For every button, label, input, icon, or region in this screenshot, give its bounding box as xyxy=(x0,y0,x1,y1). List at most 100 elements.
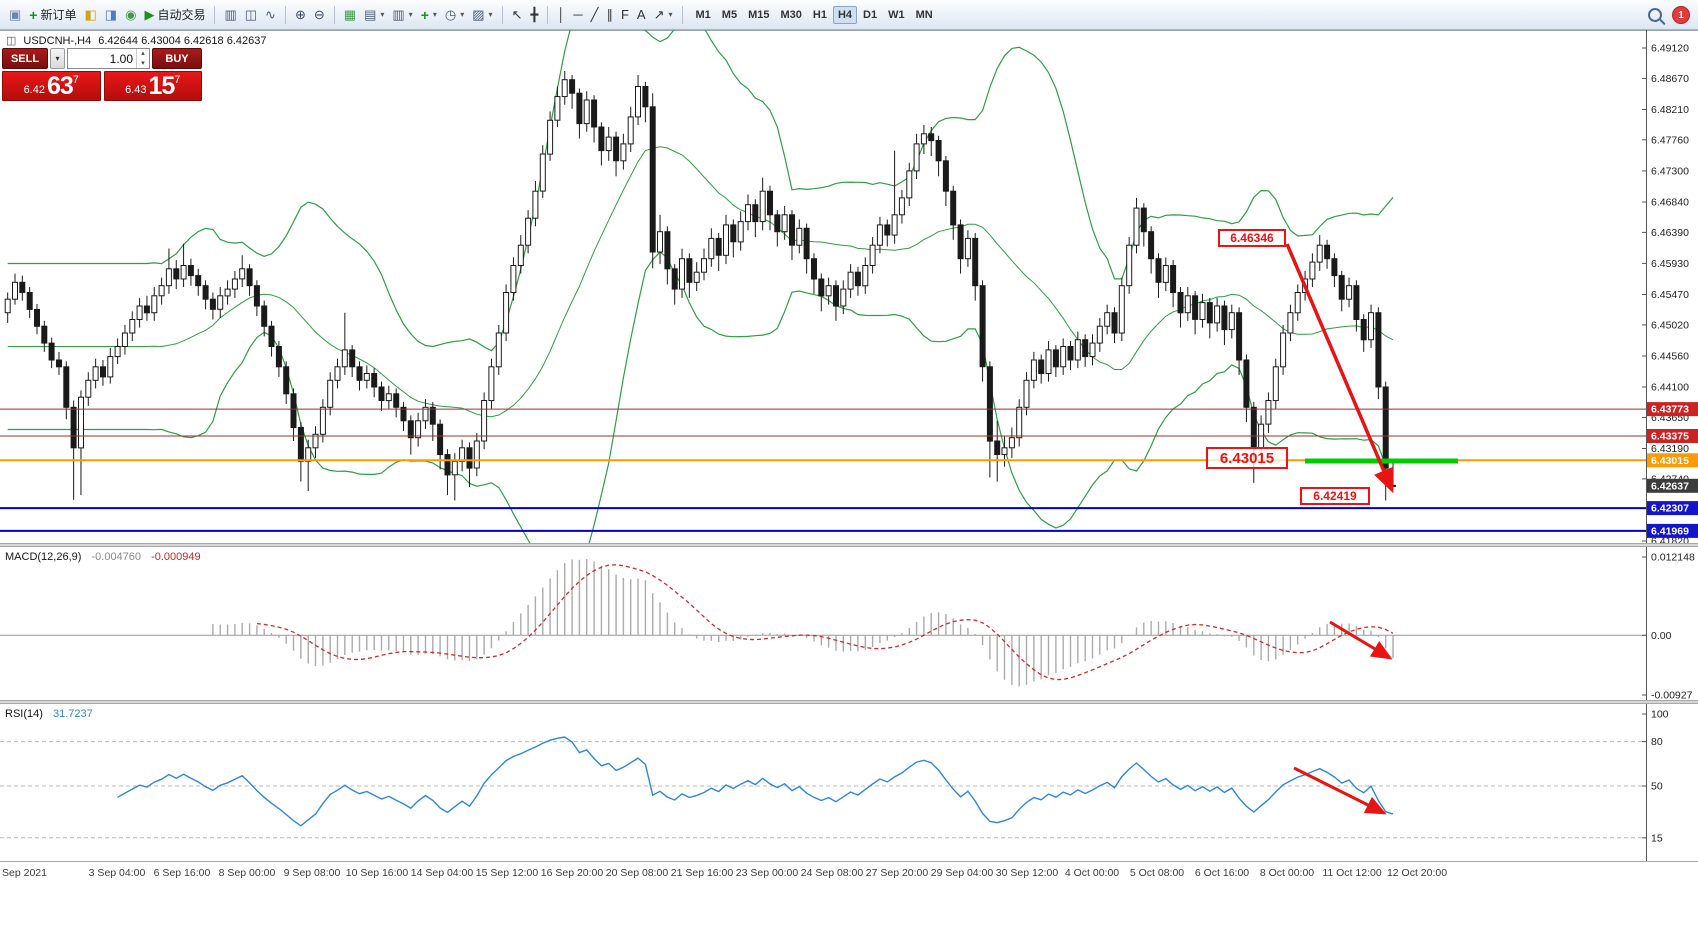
time-axis-label: 4 Oct 00:00 xyxy=(1064,867,1120,879)
price-annotation-peak[interactable]: 6.46346 xyxy=(1218,229,1286,247)
macd-main-value: -0.004760 xyxy=(91,551,142,563)
timeframe-button-MN[interactable]: MN xyxy=(915,8,933,21)
svg-text:6.43773: 6.43773 xyxy=(1651,404,1689,416)
data-window-button[interactable]: ◨ xyxy=(102,6,120,24)
chart-title: ◫ USDCNH-,H4 6.42644 6.43004 6.42618 6.4… xyxy=(6,34,267,48)
buy-price-display[interactable]: 6.43 15 7 xyxy=(103,71,202,101)
vertical-line-button[interactable]: │ xyxy=(554,6,568,24)
line-chart-button[interactable]: ∿ xyxy=(262,6,279,24)
template-icon: ▨ xyxy=(472,6,485,22)
volume-input[interactable]: 1.00 ▴ ▾ xyxy=(67,48,150,69)
horizontal-line-icon: ─ xyxy=(573,6,583,22)
notification-badge[interactable]: 1 xyxy=(1672,6,1690,24)
bollinger-bands xyxy=(7,30,1394,547)
autotrading-play-icon: ▶ xyxy=(144,6,155,22)
time-axis-label: 15 Sep 12:00 xyxy=(475,867,539,879)
time-axis-label: 6 Oct 16:00 xyxy=(1194,867,1250,879)
market-watch-button[interactable]: ◧ xyxy=(82,6,100,24)
indicators-button[interactable]: + ▾ xyxy=(418,6,440,24)
fibonacci-button[interactable]: F xyxy=(618,6,632,24)
one-click-menu-button[interactable]: ▾ xyxy=(50,48,65,69)
templates-button[interactable]: ▨ ▾ xyxy=(469,6,495,24)
chart-profile-icon: ▥ xyxy=(392,6,405,22)
chart-list-button[interactable]: ▤ ▾ xyxy=(361,6,387,24)
macd-panel-canvas[interactable]: 0.012148 0.00 -0.00927 xyxy=(0,547,1698,704)
rsi-panel-canvas[interactable]: 100 80 50 15 xyxy=(0,704,1698,862)
timeframe-button-H4[interactable]: H4 xyxy=(832,5,858,24)
autotrading-button[interactable]: ▶ 自动交易 xyxy=(141,4,208,25)
time-axis: Sep 2021 3 Sep 04:00 6 Sep 16:00 8 Sep 00:0… xyxy=(0,862,1698,892)
horizontal-line-button[interactable]: ─ xyxy=(570,6,585,24)
trendline-button[interactable]: ╱ xyxy=(588,6,602,24)
arrows-button-dropdown[interactable]: ▾ xyxy=(668,10,673,19)
buy-price-fraction: 7 xyxy=(174,74,181,86)
timeframe-button-M15[interactable]: M15 xyxy=(748,8,770,21)
navigator-button[interactable]: ◉ xyxy=(122,6,139,24)
rsi-indicator-label: RSI(14) 31.7237 xyxy=(5,708,93,720)
chart-list-button-dropdown[interactable]: ▾ xyxy=(380,10,385,19)
volume-decrease-button[interactable]: ▾ xyxy=(141,59,145,67)
arrows-button[interactable]: ↗ ▾ xyxy=(651,6,676,24)
candlestick-chart-icon: ◫ xyxy=(6,35,17,47)
time-axis-label: 8 Oct 00:00 xyxy=(1259,867,1315,879)
cursor-icon: ↖ xyxy=(511,6,523,22)
volume-value[interactable]: 1.00 xyxy=(109,51,133,66)
price-annotation-low[interactable]: 6.42419 xyxy=(1300,487,1370,505)
indicators-button-dropdown[interactable]: ▾ xyxy=(432,10,437,19)
svg-text:15: 15 xyxy=(1651,832,1663,844)
timeframe-button-W1[interactable]: W1 xyxy=(888,8,905,21)
chart-profile-button[interactable]: ▥ ▾ xyxy=(389,6,415,24)
text-button[interactable]: A xyxy=(634,6,649,24)
timeframe-button-M5[interactable]: M5 xyxy=(721,8,738,21)
toolbar-right: 1 xyxy=(1648,0,1690,30)
zoom-out-button[interactable]: ⊖ xyxy=(311,6,328,24)
main-chart-canvas[interactable]: 6.49120 6.48670 6.48210 6.47760 6.47300 6.468… xyxy=(0,30,1698,547)
volume-stepper[interactable]: ▴ ▾ xyxy=(136,49,149,68)
price-annotation-support[interactable]: 6.43015 xyxy=(1206,447,1288,469)
svg-text:0.00: 0.00 xyxy=(1651,630,1672,642)
sell-price-pips: 63 xyxy=(46,72,74,100)
chart-profile-button-dropdown[interactable]: ▾ xyxy=(408,10,413,19)
candlestick-chart-icon: ◫ xyxy=(244,6,258,22)
navigator-icon: ◉ xyxy=(125,6,137,22)
macd-histogram xyxy=(212,559,1394,687)
time-axis-label: Sep 2021 xyxy=(2,867,47,879)
time-axis-label: 14 Sep 04:00 xyxy=(410,867,474,879)
time-axis-label: 27 Sep 20:00 xyxy=(865,867,929,879)
svg-text:6.43375: 6.43375 xyxy=(1651,430,1689,442)
cursor-button[interactable]: ↖ xyxy=(509,6,526,24)
sell-price-display[interactable]: 6.42 63 7 xyxy=(2,71,101,101)
toolbar-separator xyxy=(547,5,549,24)
new-order-button[interactable]: + 新订单 xyxy=(26,4,79,25)
svg-text:6.43015: 6.43015 xyxy=(1651,455,1689,467)
timeframe-button-H1[interactable]: H1 xyxy=(812,8,827,21)
sell-button[interactable]: SELL xyxy=(2,48,48,69)
price-axis[interactable]: 6.49120 6.48670 6.48210 6.47760 6.47300 6.468… xyxy=(1642,30,1698,547)
search-icon[interactable] xyxy=(1648,8,1662,22)
svg-text:6.45020: 6.45020 xyxy=(1651,319,1689,331)
candlestick-chart-button[interactable]: ◫ xyxy=(242,6,260,24)
zoom-in-button[interactable]: ⊕ xyxy=(292,6,309,24)
channel-button[interactable]: ∥ xyxy=(603,6,616,24)
periods-button-dropdown[interactable]: ▾ xyxy=(460,10,465,19)
svg-text:0.012148: 0.012148 xyxy=(1651,552,1695,564)
buy-button[interactable]: BUY xyxy=(152,48,202,69)
periods-button[interactable]: ◷ ▾ xyxy=(442,6,467,24)
one-click-trading-panel: SELL ▾ 1.00 ▴ ▾ BUY 6.42 63 7 6.43 15 7 xyxy=(2,48,202,101)
volume-increase-button[interactable]: ▴ xyxy=(141,50,145,57)
charts-window-button[interactable]: ▣ xyxy=(6,6,24,24)
main-toolbar: ▣ + 新订单 ◧ ◨ ◉ ▶ 自动交易 ▥ ◫ ∿ ⊕ ⊖ ▦ ▤ ▾ ▥ ▾ + ▾ ◷ ▾ ▨ ▾ ↖ ╋ │ ─ ╱ ∥ F A ↗ ▾ M… xyxy=(0,0,1698,30)
timeframe-toolbar: M1 M5 M15 M30 H1 H4 D1 W1 MN xyxy=(691,5,938,24)
time-axis-label: 16 Sep 20:00 xyxy=(540,867,604,879)
bar-chart-button[interactable]: ▥ xyxy=(221,6,239,24)
chart-window-icon: ▣ xyxy=(9,6,22,22)
timeframe-button-M30[interactable]: M30 xyxy=(780,8,802,21)
tile-windows-button[interactable]: ▦ xyxy=(341,6,359,24)
macd-axis: 0.012148 0.00 -0.00927 xyxy=(1642,547,1695,704)
ohlc-values: 6.42644 6.43004 6.42618 6.42637 xyxy=(98,34,267,47)
timeframe-button-D1[interactable]: D1 xyxy=(863,8,878,21)
crosshair-button[interactable]: ╋ xyxy=(527,6,541,24)
templates-button-dropdown[interactable]: ▾ xyxy=(488,10,493,19)
time-axis-label: 20 Sep 08:00 xyxy=(605,867,669,879)
timeframe-button-M1[interactable]: M1 xyxy=(695,8,711,21)
